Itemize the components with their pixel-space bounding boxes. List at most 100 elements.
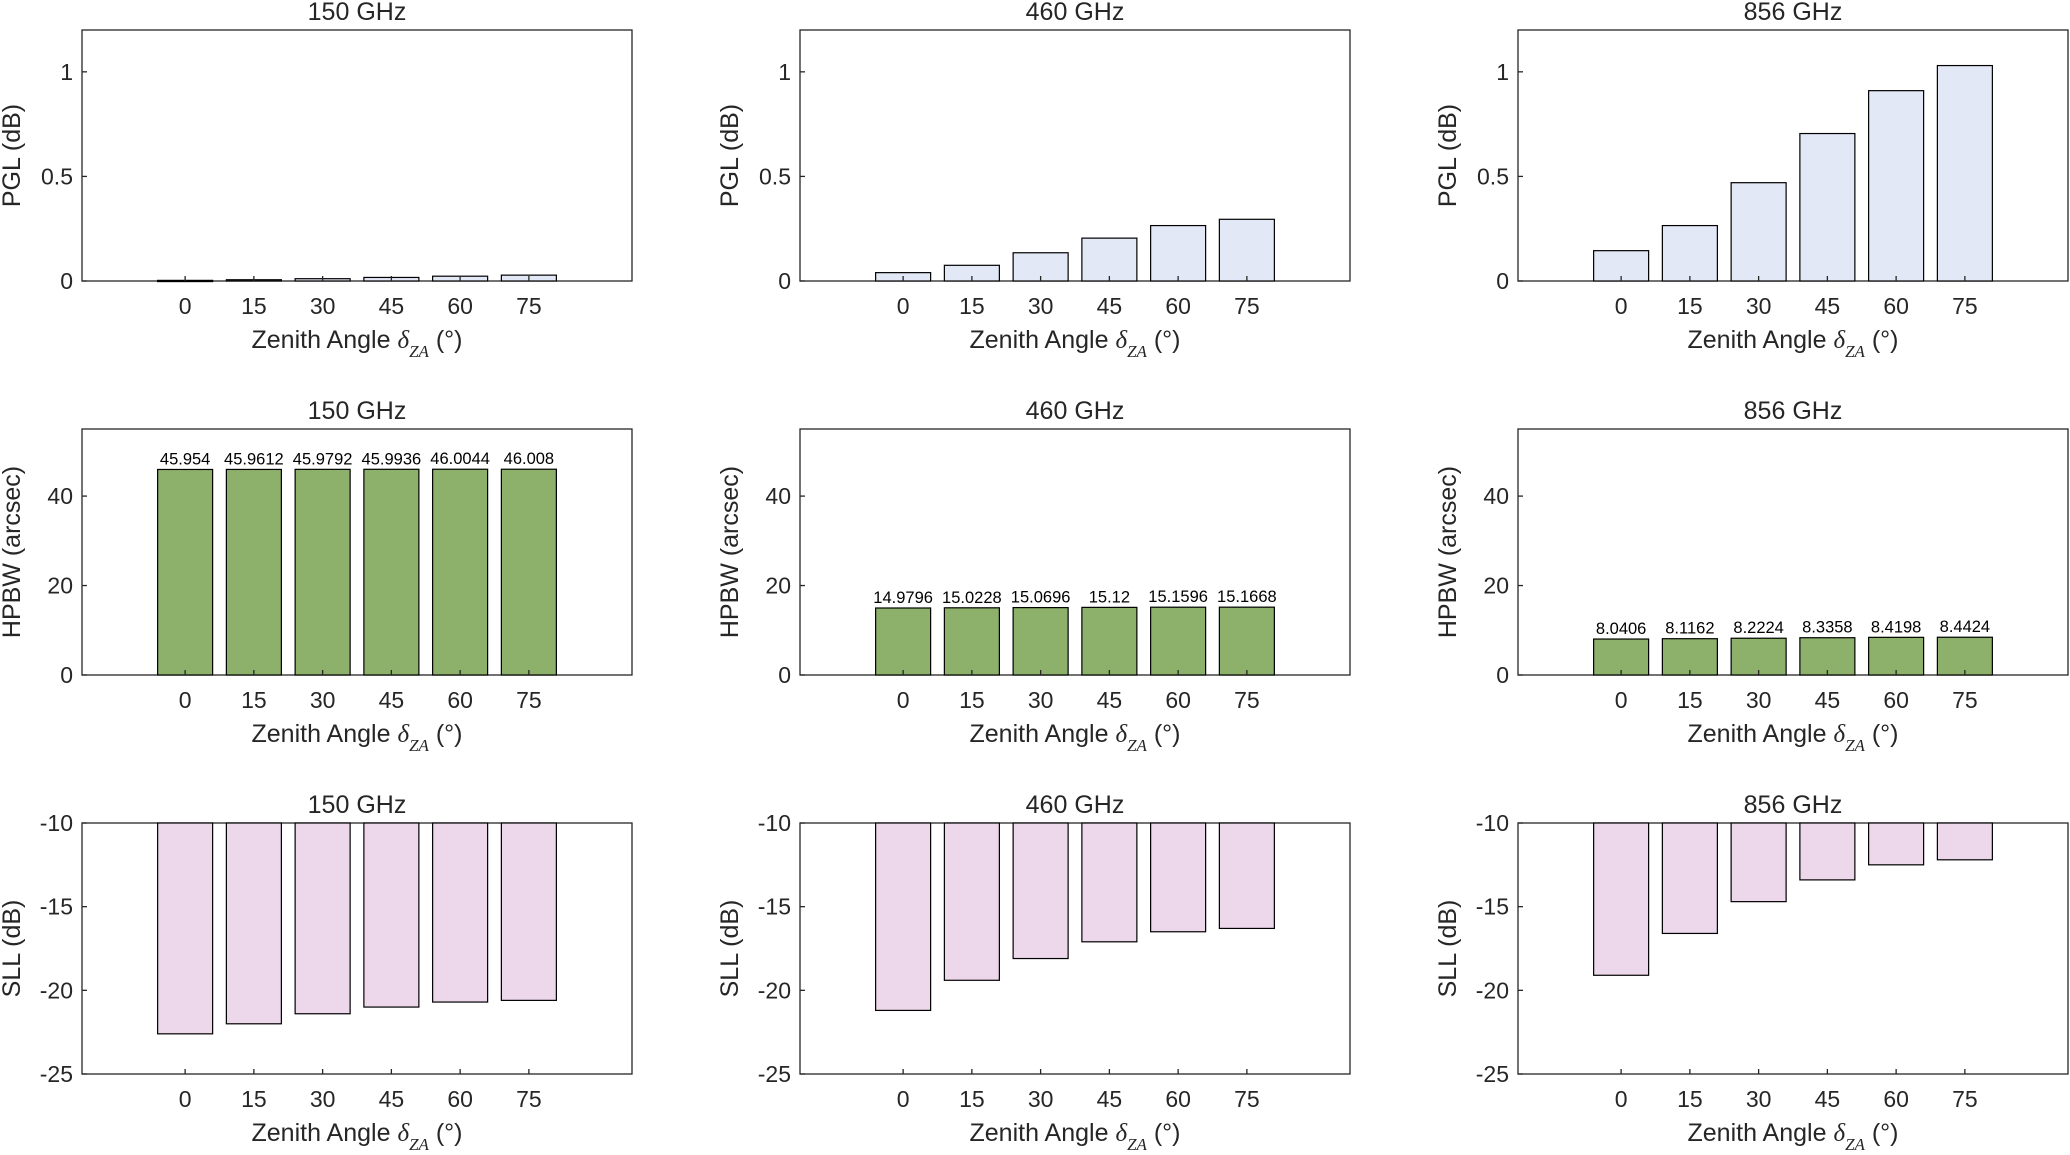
chart-title: 856 GHz bbox=[1744, 397, 1843, 425]
x-tick-label: 75 bbox=[1234, 293, 1260, 319]
x-tick-label: 75 bbox=[1234, 687, 1260, 713]
bar-30 bbox=[1012, 822, 1069, 960]
bar-30 bbox=[1730, 822, 1787, 903]
bar-0 bbox=[1593, 250, 1650, 282]
data-label: 8.0406 bbox=[1596, 620, 1646, 638]
bar-45 bbox=[1799, 637, 1856, 676]
x-tick-label: 75 bbox=[1952, 687, 1978, 713]
plot-area bbox=[1517, 428, 2069, 676]
bar-75 bbox=[1218, 218, 1275, 282]
bar-0 bbox=[157, 822, 214, 1035]
x-tick-label: 45 bbox=[1097, 687, 1123, 713]
bar-45 bbox=[1081, 237, 1138, 282]
x-tick-label: 15 bbox=[241, 687, 267, 713]
bar-75 bbox=[500, 822, 557, 1001]
x-tick-label: 15 bbox=[1677, 1086, 1703, 1112]
x-tick-label: 60 bbox=[1883, 1086, 1909, 1112]
x-tick-label: 30 bbox=[310, 1086, 336, 1112]
y-tick-label: 1 bbox=[778, 59, 791, 85]
x-tick-label: 60 bbox=[447, 293, 473, 319]
y-axis-label: HPBW (arcsec) bbox=[0, 466, 26, 638]
y-axis-label: SLL (dB) bbox=[1434, 900, 1462, 998]
y-tick-label: -25 bbox=[1476, 1061, 1509, 1087]
y-tick-label: -20 bbox=[40, 977, 73, 1003]
x-tick-label: 45 bbox=[1815, 687, 1841, 713]
y-tick-label: 0 bbox=[1496, 268, 1509, 294]
x-axis-label: Zenith Angle δZA (°) bbox=[1688, 720, 1899, 755]
y-tick-label: -15 bbox=[1476, 894, 1509, 920]
chart-title: 150 GHz bbox=[308, 0, 407, 26]
x-tick-label: 75 bbox=[516, 1086, 542, 1112]
x-tick-label: 15 bbox=[241, 293, 267, 319]
x-tick-label: 30 bbox=[1746, 687, 1772, 713]
y-tick-label: 40 bbox=[1483, 483, 1509, 509]
chart-pgl-150: 0 15 30 45 60 75 0 0.5 1 150 GHz Zenith Angle δZA … bbox=[0, 0, 633, 361]
data-label: 15.0696 bbox=[1011, 589, 1071, 607]
chart-title: 150 GHz bbox=[308, 397, 407, 425]
x-tick-label: 30 bbox=[1746, 1086, 1772, 1112]
x-axis-label: Zenith Angle δZA (°) bbox=[1688, 1119, 1899, 1154]
data-label: 15.12 bbox=[1089, 588, 1130, 606]
chart-title: 856 GHz bbox=[1744, 791, 1843, 819]
x-tick-label: 0 bbox=[1615, 687, 1628, 713]
chart-hpbw-856: 0 8.0406 15 8.1162 30 8.2224 45 8.3358 60 8.4198 7… bbox=[1434, 397, 2069, 755]
bar-45 bbox=[1081, 822, 1138, 943]
data-label: 15.1668 bbox=[1217, 588, 1277, 606]
x-tick-label: 60 bbox=[1165, 293, 1191, 319]
x-tick-label: 0 bbox=[1615, 293, 1628, 319]
y-tick-label: -15 bbox=[40, 894, 73, 920]
x-tick-label: 60 bbox=[1883, 293, 1909, 319]
chart-title: 460 GHz bbox=[1026, 791, 1125, 819]
y-tick-label: 0 bbox=[60, 662, 73, 688]
x-tick-label: 45 bbox=[1815, 293, 1841, 319]
bar-45 bbox=[1799, 822, 1856, 881]
bar-75 bbox=[1218, 822, 1275, 930]
bar-15 bbox=[1661, 638, 1718, 676]
bar-60 bbox=[1868, 636, 1925, 676]
bar-0 bbox=[1593, 638, 1650, 676]
bar-0 bbox=[875, 822, 932, 1012]
chart-title: 460 GHz bbox=[1026, 0, 1125, 26]
data-label: 8.1162 bbox=[1665, 620, 1714, 638]
y-axis-label: PGL (dB) bbox=[716, 104, 744, 207]
bar-30 bbox=[1730, 637, 1787, 676]
data-label: 8.2224 bbox=[1733, 619, 1783, 637]
bar-15 bbox=[1661, 224, 1718, 282]
y-tick-label: -20 bbox=[758, 977, 791, 1003]
bar-60 bbox=[1868, 90, 1925, 282]
x-tick-label: 60 bbox=[447, 687, 473, 713]
bar-45 bbox=[1799, 132, 1856, 282]
y-axis-label: HPBW (arcsec) bbox=[716, 466, 744, 638]
x-tick-label: 45 bbox=[379, 1086, 405, 1112]
chart-hpbw-150: 0 45.954 15 45.9612 30 45.9792 45 45.9936 60 46.0… bbox=[0, 397, 633, 755]
bar-30 bbox=[1012, 252, 1069, 282]
x-tick-label: 15 bbox=[959, 687, 985, 713]
y-axis-label: HPBW (arcsec) bbox=[1434, 466, 1462, 638]
y-tick-label: -20 bbox=[1476, 977, 1509, 1003]
x-tick-label: 15 bbox=[959, 1086, 985, 1112]
y-tick-label: 0.5 bbox=[1477, 163, 1509, 189]
chart-sll-856: 0 15 30 45 60 75 -25 -20 -15 -10 856 GHz Zenith Ang… bbox=[1434, 791, 2069, 1154]
data-label: 8.3358 bbox=[1802, 619, 1852, 637]
data-label: 8.4424 bbox=[1940, 618, 1990, 636]
x-tick-label: 30 bbox=[1028, 293, 1054, 319]
x-tick-label: 60 bbox=[1165, 1086, 1191, 1112]
data-label: 46.008 bbox=[504, 450, 554, 468]
x-tick-label: 0 bbox=[1615, 1086, 1628, 1112]
x-tick-label: 0 bbox=[179, 687, 192, 713]
x-tick-label: 75 bbox=[1952, 293, 1978, 319]
bar-0 bbox=[875, 607, 932, 676]
x-axis-label: Zenith Angle δZA (°) bbox=[252, 1119, 463, 1154]
x-tick-label: 60 bbox=[1883, 687, 1909, 713]
x-axis-label: Zenith Angle δZA (°) bbox=[252, 326, 463, 361]
bar-45 bbox=[363, 468, 420, 676]
y-tick-label: 0 bbox=[778, 662, 791, 688]
y-tick-label: 0 bbox=[1496, 662, 1509, 688]
data-label: 45.954 bbox=[160, 450, 210, 468]
bar-60 bbox=[1150, 606, 1207, 676]
x-tick-label: 30 bbox=[310, 293, 336, 319]
bar-60 bbox=[1150, 224, 1207, 282]
bar-15 bbox=[1661, 822, 1718, 935]
y-tick-label: -25 bbox=[40, 1061, 73, 1087]
